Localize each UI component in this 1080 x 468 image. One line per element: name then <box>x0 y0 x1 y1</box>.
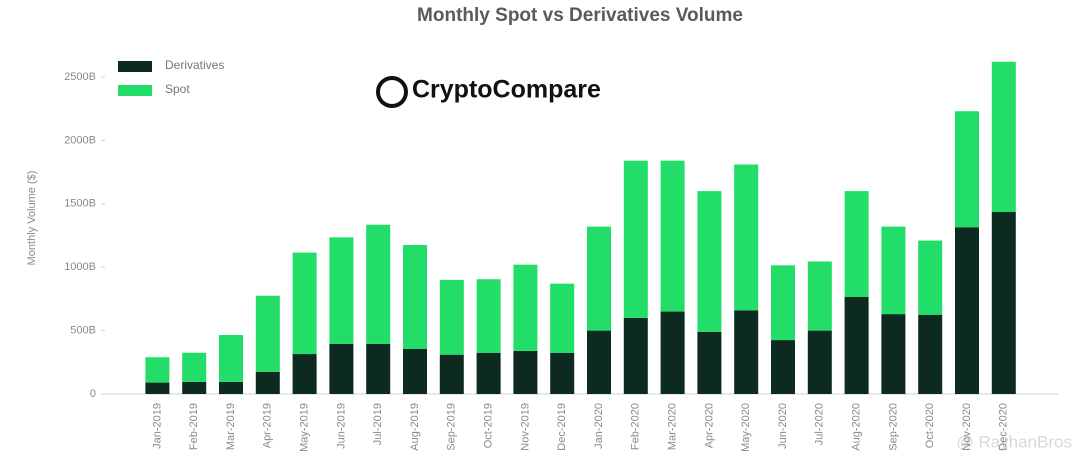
bar-segment <box>587 330 611 394</box>
bar-segment <box>366 224 391 344</box>
bar-segment <box>439 279 464 355</box>
bar-segment <box>366 343 391 394</box>
x-tick-label: Feb-2019 <box>188 403 200 450</box>
x-tick-label: May-2019 <box>299 403 311 452</box>
bar-segment <box>145 357 170 383</box>
bar-segment <box>881 226 906 315</box>
legend-swatch <box>118 85 152 96</box>
x-tick-label: Oct-2019 <box>483 403 495 448</box>
bar-segment <box>955 111 979 228</box>
legend-swatch <box>118 61 152 72</box>
bar-segment <box>660 311 685 394</box>
bar-segment <box>955 227 979 394</box>
x-tick-label: Sep-2020 <box>887 403 899 451</box>
bar-segment <box>623 317 648 394</box>
bar-segment <box>844 191 869 297</box>
bar-segment <box>844 296 869 394</box>
logo: CryptoCompare <box>376 76 601 108</box>
bar-segment <box>219 335 243 382</box>
bar-segment <box>255 295 280 372</box>
bar-segment <box>513 350 538 394</box>
bar-segment <box>403 348 427 394</box>
x-tick-label: Apr-2020 <box>703 403 715 448</box>
x-tick-label: Mar-2019 <box>225 403 237 450</box>
logo-icon <box>376 76 408 108</box>
watermark: @ RayhanBros <box>956 432 1072 451</box>
bar-segment <box>476 352 501 394</box>
bar-segment <box>513 264 538 351</box>
bar-segment <box>292 252 317 355</box>
bar-segment <box>255 371 280 394</box>
bar-segment <box>550 352 575 394</box>
bar-segment <box>182 381 207 394</box>
x-tick-label: Jun-2020 <box>777 403 789 449</box>
x-tick-label: Jul-2020 <box>814 403 826 445</box>
x-tick-label: Dec-2019 <box>556 403 568 451</box>
bar-segment <box>771 340 795 394</box>
x-tick-label: Aug-2020 <box>851 403 863 451</box>
bar-segment <box>329 343 354 394</box>
x-tick-label: Mar-2020 <box>667 403 679 450</box>
x-tick-label: May-2020 <box>740 403 752 452</box>
bar-segment <box>219 381 243 394</box>
bar-segment <box>623 160 648 318</box>
bar-segment <box>476 279 501 353</box>
legend-label: Derivatives <box>165 58 224 72</box>
x-tick-label: Jun-2019 <box>335 403 347 449</box>
x-tick-label: Feb-2020 <box>630 403 642 450</box>
bar-segment <box>697 191 722 332</box>
bar-segment <box>697 331 722 394</box>
bar-segment <box>660 160 685 312</box>
bar-segment <box>918 314 943 394</box>
y-tick-label: 1000B <box>64 261 96 273</box>
bar-segment <box>881 314 906 394</box>
x-tick-label: Jan-2019 <box>151 403 163 449</box>
bar-segment <box>182 352 207 382</box>
bar-segment <box>734 310 759 394</box>
bar-segment <box>145 382 170 394</box>
bar-segment <box>292 354 317 394</box>
x-tick-label: Dec-2020 <box>998 403 1010 451</box>
bar-segment <box>550 283 575 353</box>
bar-segment <box>771 265 795 341</box>
legend-label: Spot <box>165 82 190 96</box>
x-tick-label: Apr-2019 <box>262 403 274 448</box>
y-tick-label: 500B <box>70 324 96 336</box>
x-tick-label: Aug-2019 <box>409 403 421 451</box>
bar-segment <box>991 212 1016 394</box>
y-tick-label: 2500B <box>64 71 96 83</box>
bar-segment <box>587 226 611 331</box>
bar-segment <box>329 237 354 344</box>
x-tick-label: Jan-2020 <box>593 403 605 449</box>
bar-segment <box>807 330 832 394</box>
y-tick-label: 1500B <box>64 198 96 210</box>
bar-segment <box>918 240 943 315</box>
bar-segment <box>807 261 832 331</box>
bar-segment <box>403 244 427 349</box>
x-tick-label: Oct-2020 <box>924 403 936 448</box>
x-tick-label: Sep-2019 <box>446 403 458 451</box>
chart-title: Monthly Spot vs Derivatives Volume <box>417 5 743 26</box>
bar-segment <box>439 354 464 394</box>
y-axis-label: Monthly Volume ($) <box>26 171 38 266</box>
bar-segment <box>734 164 759 311</box>
logo-text: CryptoCompare <box>412 76 601 104</box>
bar-segment <box>991 61 1016 213</box>
y-tick-label: 0 <box>90 388 96 400</box>
x-tick-label: Jul-2019 <box>372 403 384 445</box>
y-tick-label: 2000B <box>64 134 96 146</box>
x-tick-label: Nov-2019 <box>519 403 531 451</box>
x-tick-label: Nov-2020 <box>961 403 973 451</box>
